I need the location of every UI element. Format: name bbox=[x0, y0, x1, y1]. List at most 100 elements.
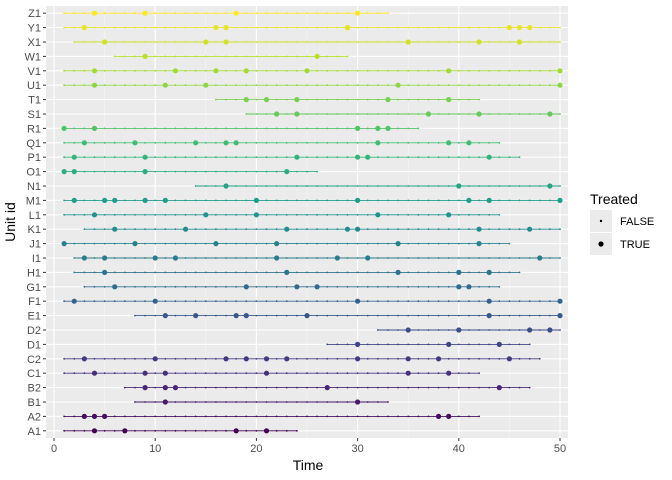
point-treated bbox=[152, 298, 158, 304]
point-untreated bbox=[326, 156, 329, 159]
point-treated bbox=[162, 313, 168, 319]
point-untreated bbox=[73, 257, 76, 259]
point-untreated bbox=[164, 41, 167, 43]
unit-series-f1 bbox=[63, 298, 563, 304]
point-untreated bbox=[437, 314, 440, 317]
point-untreated bbox=[366, 213, 369, 216]
point-untreated bbox=[346, 156, 349, 159]
point-untreated bbox=[306, 170, 308, 173]
point-untreated bbox=[316, 357, 319, 360]
point-untreated bbox=[235, 242, 238, 245]
point-untreated bbox=[316, 300, 319, 303]
point-untreated bbox=[387, 41, 389, 43]
point-treated bbox=[446, 413, 452, 419]
point-untreated bbox=[508, 41, 511, 43]
point-treated bbox=[223, 25, 229, 31]
point-untreated bbox=[508, 228, 511, 231]
x-tick-label: 40 bbox=[453, 443, 465, 455]
point-untreated bbox=[468, 69, 470, 72]
point-untreated bbox=[174, 372, 177, 375]
point-untreated bbox=[407, 84, 410, 87]
y-tick-label: Z1 bbox=[28, 8, 41, 20]
point-treated bbox=[405, 39, 411, 45]
point-untreated bbox=[265, 314, 268, 317]
point-untreated bbox=[154, 84, 157, 87]
y-tick-label: A1 bbox=[28, 426, 41, 438]
point-untreated bbox=[275, 285, 278, 288]
point-untreated bbox=[184, 401, 187, 403]
point-treated bbox=[446, 97, 452, 103]
point-untreated bbox=[245, 141, 248, 144]
point-untreated bbox=[508, 242, 511, 245]
point-untreated bbox=[346, 357, 349, 360]
y-tick-label: A2 bbox=[28, 411, 41, 423]
point-untreated bbox=[498, 185, 501, 187]
point-untreated bbox=[255, 156, 258, 159]
point-untreated bbox=[235, 69, 238, 72]
point-untreated bbox=[407, 242, 410, 245]
unit-series-w1 bbox=[113, 53, 349, 60]
point-untreated bbox=[144, 257, 146, 259]
point-untreated bbox=[326, 127, 329, 130]
point-untreated bbox=[306, 285, 308, 288]
point-untreated bbox=[285, 300, 288, 303]
point-untreated bbox=[134, 285, 136, 288]
point-untreated bbox=[376, 242, 379, 245]
point-untreated bbox=[134, 127, 136, 130]
point-treated bbox=[193, 140, 199, 146]
point-untreated bbox=[376, 372, 379, 375]
point-untreated bbox=[366, 84, 369, 87]
point-untreated bbox=[437, 386, 440, 389]
point-untreated bbox=[366, 228, 369, 231]
point-untreated bbox=[174, 271, 177, 274]
point-untreated bbox=[417, 199, 420, 202]
point-treated bbox=[152, 356, 158, 362]
point-untreated bbox=[235, 170, 238, 173]
point-untreated bbox=[113, 12, 116, 15]
point-untreated bbox=[275, 141, 278, 144]
point-untreated bbox=[73, 271, 76, 274]
point-untreated bbox=[184, 386, 187, 389]
point-untreated bbox=[235, 228, 238, 231]
point-untreated bbox=[255, 55, 258, 58]
point-untreated bbox=[457, 228, 460, 231]
point-untreated bbox=[548, 300, 551, 303]
point-untreated bbox=[154, 141, 157, 144]
point-untreated bbox=[326, 372, 329, 375]
point-untreated bbox=[265, 170, 268, 173]
point-untreated bbox=[376, 12, 379, 15]
point-treated bbox=[456, 183, 462, 189]
point-untreated bbox=[488, 69, 491, 72]
point-untreated bbox=[417, 257, 420, 259]
point-untreated bbox=[93, 242, 96, 245]
point-untreated bbox=[184, 84, 187, 87]
point-untreated bbox=[285, 213, 288, 216]
unit-series-d2 bbox=[376, 327, 561, 333]
point-untreated bbox=[93, 228, 96, 231]
point-untreated bbox=[498, 84, 501, 87]
point-untreated bbox=[174, 26, 177, 29]
point-untreated bbox=[316, 213, 319, 216]
point-untreated bbox=[113, 242, 116, 245]
point-untreated bbox=[134, 401, 136, 403]
point-treated bbox=[506, 25, 512, 31]
point-untreated bbox=[457, 300, 460, 303]
point-untreated bbox=[518, 156, 521, 159]
point-treated bbox=[314, 53, 320, 60]
point-untreated bbox=[134, 372, 136, 375]
point-treated bbox=[476, 39, 482, 45]
point-treated bbox=[71, 169, 77, 175]
point-treated bbox=[294, 97, 300, 103]
unit-series-v1 bbox=[63, 68, 563, 74]
point-untreated bbox=[245, 170, 248, 173]
point-untreated bbox=[559, 228, 561, 231]
point-untreated bbox=[538, 329, 541, 331]
point-untreated bbox=[407, 343, 410, 346]
point-treated bbox=[122, 428, 128, 434]
point-untreated bbox=[387, 141, 389, 144]
point-untreated bbox=[144, 127, 146, 130]
point-untreated bbox=[306, 300, 308, 303]
legend-label-true: TRUE bbox=[620, 239, 650, 251]
point-untreated bbox=[397, 329, 399, 331]
point-untreated bbox=[306, 55, 308, 58]
